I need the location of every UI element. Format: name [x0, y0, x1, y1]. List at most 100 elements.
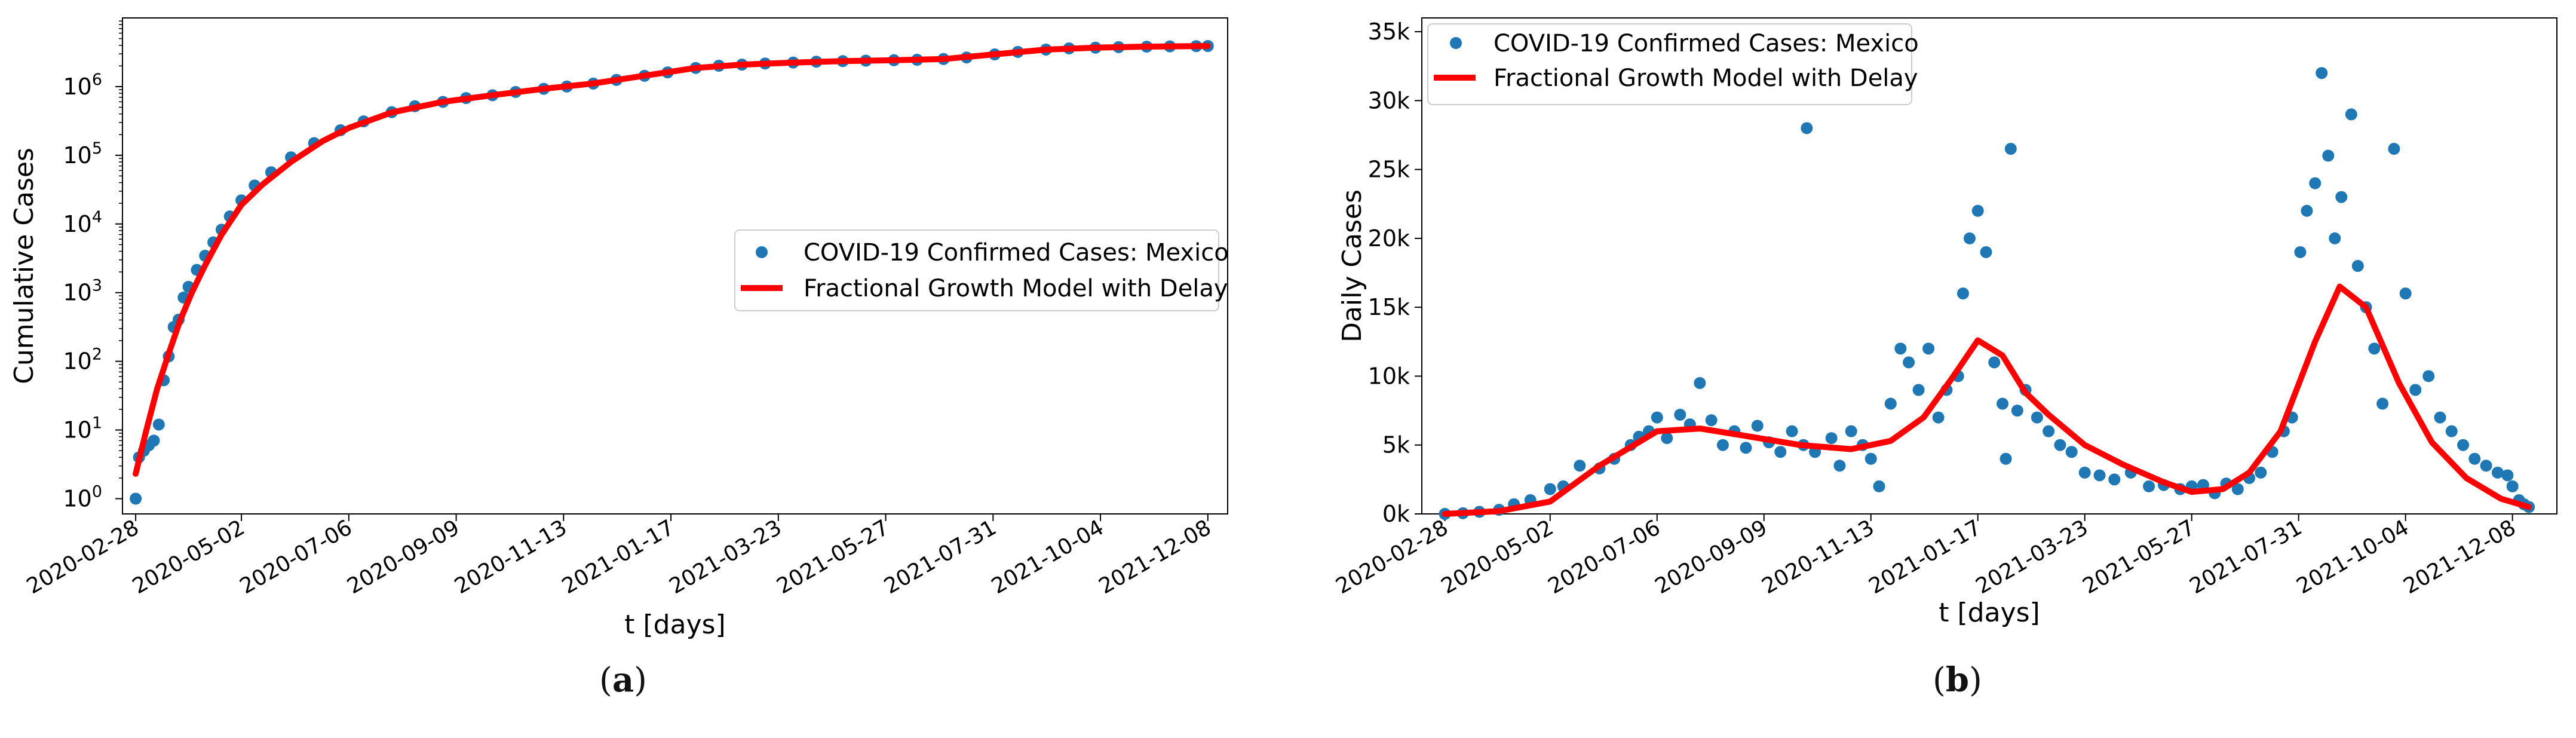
x-tick-label: 2021-07-31 — [2185, 515, 2306, 599]
x-tick-label: 2021-01-17 — [558, 515, 679, 599]
data-point — [1674, 409, 1686, 421]
y-tick-label: 25k — [1368, 157, 1410, 183]
data-point — [1661, 432, 1673, 445]
legend-box-b — [1427, 23, 1912, 105]
x-tick-label: 2020-09-09 — [343, 515, 464, 599]
data-point — [2108, 473, 2121, 486]
data-point — [1912, 384, 1925, 396]
data-point — [2031, 411, 2043, 424]
data-point — [1694, 376, 1706, 389]
data-point — [2335, 191, 2348, 203]
y-axis-ticks-a: 100 101 102 103 104 105 106 — [63, 20, 122, 512]
y-tick-label: 101 — [63, 414, 102, 443]
data-point — [1956, 287, 1969, 300]
x-tick-label: 2020-02-28 — [1332, 515, 1452, 599]
x-tick-label: 2021-03-23 — [1972, 515, 2093, 599]
data-point — [1997, 397, 2009, 410]
data-point — [2054, 439, 2066, 451]
legend-a: COVID-19 Confirmed Cases: Mexico Fractio… — [734, 229, 1229, 311]
plot-frame-b — [1421, 17, 2557, 515]
data-point — [1705, 414, 1718, 427]
x-tick-label: 2021-01-17 — [1865, 515, 1986, 599]
data-point — [2351, 260, 2364, 272]
data-point — [1932, 411, 1945, 424]
data-point — [148, 434, 160, 447]
x-axis-ticks-a: 2020-02-282020-05-022020-07-062020-09-09… — [23, 514, 1215, 599]
legend-label-points-b: COVID-19 Confirmed Cases: Mexico — [1494, 30, 1919, 57]
data-point — [2409, 384, 2422, 396]
chart-b: 0k 5k 10k 15k 20k 25k 30k 35k 2020-02-282020-05… — [1332, 17, 2557, 628]
data-point — [2000, 452, 2012, 465]
data-point — [2445, 425, 2458, 437]
panel-caption-b: (b) — [1933, 660, 1982, 700]
y-tick-label: 105 — [63, 139, 102, 169]
data-point — [1884, 397, 1897, 410]
legend-label-points-a: COVID-19 Confirmed Cases: Mexico — [804, 239, 1229, 267]
data-point — [1894, 342, 1907, 355]
x-tick-label: 2021-05-27 — [2079, 515, 2200, 599]
data-point — [1740, 442, 1752, 454]
model-curve — [1442, 283, 2532, 517]
x-tick-label: 2021-10-04 — [2292, 515, 2413, 599]
x-tick-label: 2021-12-08 — [1095, 515, 1216, 599]
data-point — [2376, 397, 2389, 410]
x-tick-label: 2020-05-02 — [128, 515, 249, 599]
model-curve — [133, 43, 1211, 477]
data-points-b — [1439, 67, 2535, 520]
x-tick-label: 2021-05-27 — [772, 515, 893, 599]
x-tick-label: 2021-12-08 — [2399, 515, 2520, 599]
data-point — [1864, 452, 1877, 465]
data-point — [1574, 460, 1586, 472]
data-point — [2434, 411, 2446, 424]
data-point — [2368, 342, 2381, 355]
data-point — [1988, 356, 2001, 369]
data-point — [2011, 405, 2023, 417]
data-point — [2329, 232, 2341, 244]
x-tick-label: 2021-07-31 — [880, 515, 1001, 599]
y-tick-label: 100 — [63, 483, 102, 512]
data-point — [2501, 469, 2514, 482]
y-tick-label: 102 — [63, 345, 102, 375]
legend-box-a — [734, 229, 1219, 311]
data-point — [1971, 204, 1984, 217]
data-point — [2143, 480, 2155, 492]
legend-label-line-a: Fractional Growth Model with Delay — [804, 275, 1228, 302]
plot-frame-a — [122, 17, 1228, 515]
x-tick-label: 2021-03-23 — [666, 515, 786, 599]
data-point — [2388, 143, 2400, 155]
data-point — [2231, 483, 2244, 495]
x-axis-label-a: t [days] — [624, 610, 725, 640]
y-tick-label: 30k — [1368, 87, 1410, 114]
y-axis-ticks-b: 0k 5k 10k 15k 20k 25k 30k 35k — [1368, 19, 1422, 527]
x-tick-label: 2020-07-06 — [1544, 515, 1665, 599]
data-point — [2065, 446, 2078, 458]
data-point — [2345, 108, 2357, 121]
data-point — [1845, 425, 1857, 437]
data-point — [130, 492, 142, 505]
data-point — [1786, 425, 1798, 437]
data-point — [2491, 466, 2504, 479]
y-tick-label: 10k — [1368, 363, 1410, 389]
data-point — [1963, 232, 1976, 244]
x-tick-label: 2020-11-13 — [1758, 515, 1879, 599]
data-point — [1751, 419, 1764, 432]
data-point — [1774, 446, 1787, 458]
data-point — [1980, 246, 1992, 258]
legend-marker-points-a — [756, 246, 768, 258]
data-point — [1716, 439, 1729, 451]
data-point — [2078, 466, 2091, 479]
y-tick-label: 106 — [63, 71, 102, 100]
y-tick-label: 0k — [1382, 501, 1410, 527]
legend-marker-points-b — [1450, 37, 1462, 49]
model-line-a — [133, 43, 1211, 477]
panel-caption-a: (a) — [599, 660, 648, 700]
x-tick-label: 2020-09-09 — [1651, 515, 1772, 599]
legend-b: COVID-19 Confirmed Cases: Mexico Fractio… — [1427, 23, 1919, 105]
y-tick-label: 104 — [63, 208, 102, 237]
data-point — [1903, 356, 1915, 369]
x-axis-ticks-b: 2020-02-282020-05-022020-07-062020-09-09… — [1332, 514, 2520, 599]
data-point — [2468, 452, 2481, 465]
data-point — [2294, 246, 2307, 258]
model-line-b — [1442, 283, 2532, 517]
